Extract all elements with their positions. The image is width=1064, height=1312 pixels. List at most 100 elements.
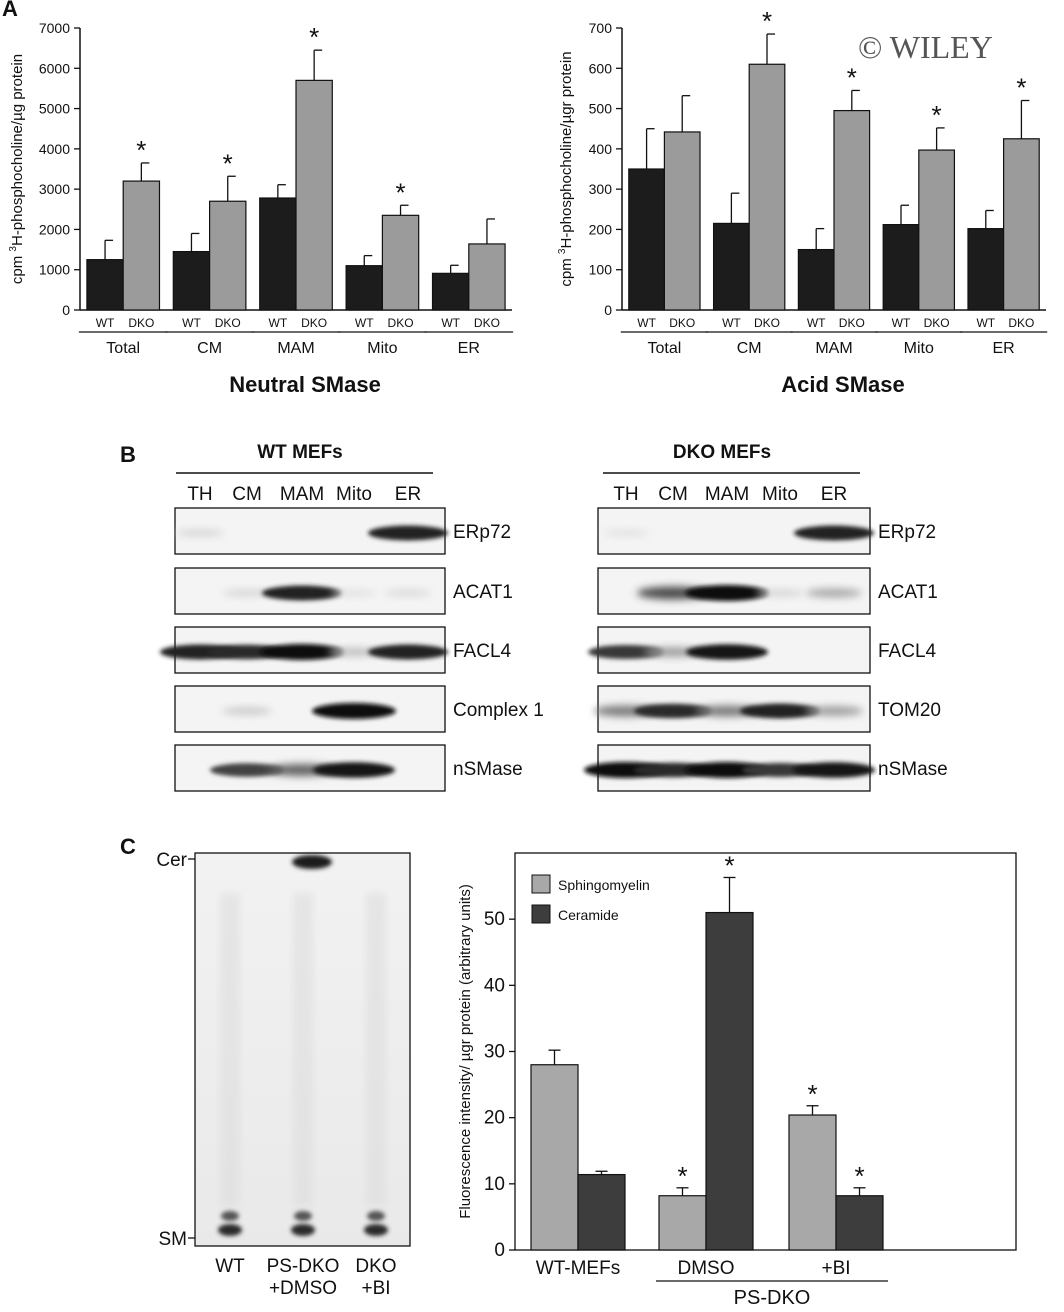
y-tick-label: 30: [484, 1042, 505, 1063]
sm-spot-upper: [294, 1211, 312, 1221]
bar: [1002, 138, 1040, 311]
bar: [577, 1173, 626, 1251]
blot-band: [368, 644, 448, 660]
fluorescence-chart: 0 10 20 30 40 50 Fluorescence intensity/ µgr p…: [457, 850, 1017, 1309]
bar: [431, 272, 470, 311]
bar: [209, 200, 247, 311]
bar-sub-label: DKO: [839, 316, 865, 330]
blot-strip: [174, 685, 446, 733]
bar-sub-label: WT: [892, 316, 911, 330]
bar-sub-label: DKO: [669, 316, 695, 330]
category-label: Total: [648, 340, 682, 357]
tlc-lane-label: +BI: [361, 1278, 390, 1299]
acid-smase-chart: 0 100 200 300 400 500 600 700 cpm 3H-phosphochol…: [557, 6, 1048, 357]
protein-label: ERp72: [878, 522, 936, 543]
protein-label: Complex 1: [453, 700, 544, 721]
significance-star: *: [807, 1079, 817, 1109]
protein-label: TOM20: [878, 700, 941, 721]
blot-band: [603, 529, 649, 537]
blot-band: [260, 644, 344, 660]
sm-spot: [218, 1224, 242, 1236]
bar-sub-label: WT: [637, 316, 656, 330]
neutral-smase-chart: 0 1000 2000 3000 4000 5000 6000 7000 cpm 3H-phos…: [8, 20, 514, 357]
sm-spot: [364, 1224, 388, 1236]
lane-label: Mito: [762, 484, 798, 505]
tlc-lane-label: +DMSO: [269, 1278, 337, 1299]
bar: [468, 243, 506, 311]
legend-label: Sphingomyelin: [558, 877, 650, 893]
bar-sub-label: DKO: [1008, 316, 1034, 330]
protein-label: nSMase: [453, 759, 523, 780]
y-tick-label: 20: [484, 1108, 505, 1129]
group-label: PS-DKO: [734, 1287, 811, 1309]
protein-label: ACAT1: [878, 582, 938, 603]
bar: [295, 79, 333, 311]
bar: [712, 222, 750, 311]
significance-star: *: [847, 62, 857, 92]
bar-sub-label: DKO: [474, 316, 500, 330]
protein-label: nSMase: [878, 759, 948, 780]
y-tick-label: 600: [589, 60, 613, 76]
category-label: ER: [458, 340, 480, 357]
y-tick-label: 3000: [39, 181, 70, 197]
category-label: Mito: [904, 340, 934, 357]
dko-mefs-title: DKO MEFs: [673, 442, 771, 463]
significance-star: *: [223, 148, 233, 178]
blot-band: [806, 588, 862, 598]
y-tick-label: 400: [589, 141, 613, 157]
y-axis-title-part: H-phosphocholine/µg protein: [9, 54, 26, 246]
panel-label-a: A: [2, 0, 18, 21]
bar: [345, 265, 383, 311]
blot-band: [793, 762, 875, 778]
bar: [797, 248, 835, 311]
bar-sub-label: WT: [182, 316, 201, 330]
panel-label-c: C: [120, 834, 136, 859]
y-tick-label: 0: [62, 302, 70, 318]
y-tick-label: 700: [589, 20, 613, 36]
y-tick-label: 50: [484, 909, 505, 930]
lane-label: TH: [613, 484, 638, 505]
y-axis-title-part: cpm: [9, 252, 26, 285]
y-tick-label: 6000: [39, 60, 70, 76]
blot-band: [328, 648, 380, 656]
blot-band: [588, 645, 664, 659]
neutral-smase-title: Neutral SMase: [229, 372, 381, 397]
tlc-lane-smear: [366, 893, 386, 1206]
significance-star: *: [762, 6, 772, 36]
category-label: +BI: [821, 1258, 850, 1279]
category-label: CM: [737, 340, 762, 357]
bar: [122, 180, 161, 311]
y-tick-label: 40: [484, 975, 505, 996]
y-tick-label: 0: [494, 1240, 505, 1261]
significance-star: *: [854, 1161, 864, 1191]
bar-sub-label: DKO: [924, 316, 950, 330]
y-tick-label: 100: [589, 262, 613, 278]
protein-label: ACAT1: [453, 582, 513, 603]
bar-sub-label: WT: [976, 316, 995, 330]
significance-star: *: [1016, 73, 1026, 103]
tlc-lane-smear: [220, 893, 240, 1206]
category-label: Total: [106, 340, 140, 357]
category-label: MAM: [277, 340, 314, 357]
blot-band: [176, 529, 224, 537]
y-tick-label: 1000: [39, 262, 70, 278]
bar-sub-label: DKO: [301, 316, 327, 330]
legend-swatch: [531, 874, 551, 894]
y-axis-title: cpm 3H-phosphocholine/µgr protein: [557, 51, 575, 286]
bar: [967, 228, 1005, 311]
sm-spot: [291, 1224, 315, 1236]
tlc-lane-label: DKO: [355, 1256, 396, 1277]
category-label: CM: [197, 340, 222, 357]
lane-label: CM: [658, 484, 688, 505]
blot-band: [210, 763, 284, 777]
tlc-lane-label: WT: [215, 1256, 245, 1277]
bar: [663, 131, 701, 311]
y-tick-label: 200: [589, 221, 613, 237]
lane-label: MAM: [280, 484, 324, 505]
legend-label: Ceramide: [558, 907, 619, 923]
bar: [748, 63, 786, 311]
bar-sub-label: WT: [807, 316, 826, 330]
blot-band: [794, 525, 874, 541]
blot-band: [685, 762, 769, 778]
